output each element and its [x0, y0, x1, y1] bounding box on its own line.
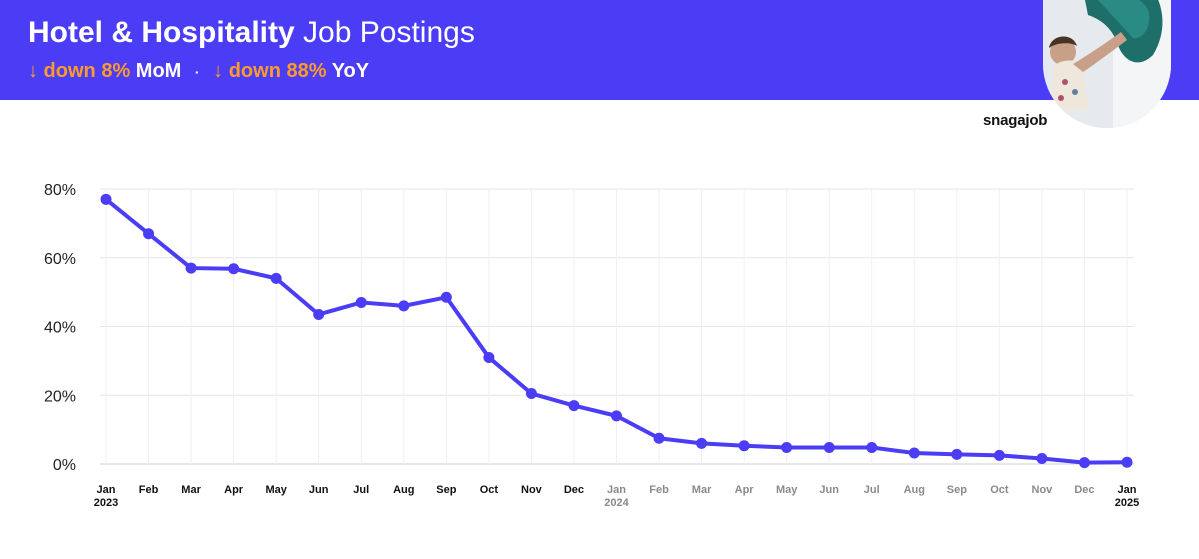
data-point [185, 262, 197, 274]
data-point [653, 432, 665, 444]
x-tick-label: Jul [864, 484, 880, 496]
y-tick-label: 40% [44, 320, 76, 337]
data-point [100, 193, 112, 205]
y-tick-label: 80% [44, 182, 76, 199]
x-tick-label: Feb [649, 484, 669, 496]
mom-change: ↓ down 8% [28, 60, 131, 82]
data-point [525, 388, 537, 400]
data-point [696, 437, 708, 449]
yoy-label: YoY [331, 60, 370, 82]
data-point [781, 442, 793, 453]
data-point [866, 442, 878, 453]
data-point [1078, 457, 1090, 469]
x-tick-label: Sep [947, 484, 967, 496]
data-point [568, 400, 580, 412]
data-point [993, 449, 1005, 461]
x-tick-label: Oct [480, 484, 499, 496]
x-tick-label: Feb [139, 484, 159, 496]
x-tick-label: Jan [97, 484, 116, 496]
separator-dot: · [194, 63, 200, 80]
data-point [228, 263, 240, 275]
yoy-change: ↓ down 88% [213, 60, 327, 82]
x-tick-label: May [265, 484, 287, 496]
hero-photo [1043, 0, 1171, 128]
x-tick-label: Aug [393, 484, 414, 496]
x-tick-label: Jun [309, 484, 329, 496]
x-tick-label: Apr [735, 484, 755, 496]
data-point [440, 291, 452, 303]
snagajob-logo: snagajob [983, 112, 1048, 129]
x-tick-label: Jul [353, 484, 369, 496]
data-point [908, 447, 920, 459]
title-bold: Hotel & Hospitality [28, 16, 295, 49]
data-point [398, 300, 410, 312]
data-point [1121, 456, 1133, 468]
data-point [738, 440, 750, 452]
x-tick-label: Mar [181, 484, 201, 496]
data-point [951, 448, 963, 460]
data-point [823, 442, 835, 453]
hero-photo-illustration [1043, 0, 1171, 128]
x-tick-label: Aug [904, 484, 925, 496]
data-point [270, 272, 282, 284]
x-tick-year-label: 2023 [94, 497, 118, 509]
x-tick-label: Mar [692, 484, 712, 496]
x-tick-label: Nov [1032, 484, 1054, 496]
x-tick-label: Jun [819, 484, 839, 496]
data-point [355, 296, 367, 308]
change-summary: ↓ down 8% MoM · ↓ down 88% YoY [28, 60, 369, 83]
mom-label: MoM [135, 60, 182, 82]
header-banner: Hotel & Hospitality Job Postings ↓ down … [0, 0, 1199, 100]
title-light: Job Postings [303, 16, 475, 49]
y-tick-label: 20% [44, 388, 76, 405]
data-point [313, 308, 325, 320]
data-point [1036, 453, 1048, 464]
x-tick-label: May [776, 484, 798, 496]
page-title: Hotel & Hospitality Job Postings [28, 16, 475, 50]
x-tick-label: Dec [1074, 484, 1094, 496]
data-point [143, 228, 155, 240]
x-tick-label: Nov [521, 484, 543, 496]
x-tick-label: Oct [990, 484, 1009, 496]
data-point [611, 410, 622, 422]
data-point [483, 351, 495, 363]
x-tick-year-label: 2025 [1115, 497, 1139, 509]
y-tick-label: 60% [44, 251, 76, 268]
x-tick-label: Dec [564, 484, 584, 496]
x-tick-year-label: 2024 [604, 497, 629, 509]
y-tick-label: 0% [53, 457, 76, 474]
x-tick-label: Sep [436, 484, 456, 496]
x-tick-label: Apr [224, 484, 244, 496]
x-tick-label: Jan [607, 484, 626, 496]
x-tick-label: Jan [1118, 484, 1137, 496]
